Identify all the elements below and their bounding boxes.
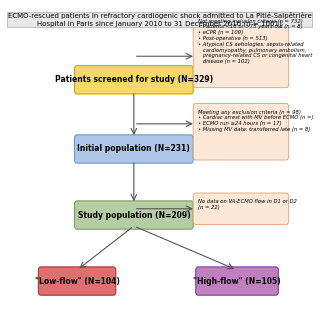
FancyBboxPatch shape — [196, 267, 278, 295]
FancyBboxPatch shape — [75, 66, 193, 94]
FancyBboxPatch shape — [75, 135, 193, 163]
FancyBboxPatch shape — [75, 201, 193, 229]
Text: Not meeting inclusion criteria (n = 732)
• Patients <18 or >75 years-old (n = 8): Not meeting inclusion criteria (n = 732)… — [198, 19, 313, 64]
Text: Meeting any exclusion criteria (n = 98)
• Cardiac arrest with MV before ECMO (n : Meeting any exclusion criteria (n = 98) … — [198, 110, 314, 132]
FancyBboxPatch shape — [193, 193, 289, 224]
Text: Study population (N=209): Study population (N=209) — [77, 211, 190, 220]
FancyBboxPatch shape — [193, 103, 289, 160]
Text: Patients screened for study (N=329): Patients screened for study (N=329) — [55, 75, 213, 84]
FancyBboxPatch shape — [38, 267, 116, 295]
Text: ECMO-rescued patients in refractory cardiogenic shock admitted to La Pitié-Salpê: ECMO-rescued patients in refractory card… — [8, 12, 312, 27]
Text: No data on VA-ECMO flow in D1 or D2
(n = 22): No data on VA-ECMO flow in D1 or D2 (n =… — [198, 199, 297, 210]
Text: Initial population (N=231): Initial population (N=231) — [77, 145, 190, 154]
Text: "Low-flow" (N=104): "Low-flow" (N=104) — [35, 276, 120, 285]
FancyBboxPatch shape — [193, 12, 289, 88]
Text: "High-flow" (N=105): "High-flow" (N=105) — [193, 276, 281, 285]
